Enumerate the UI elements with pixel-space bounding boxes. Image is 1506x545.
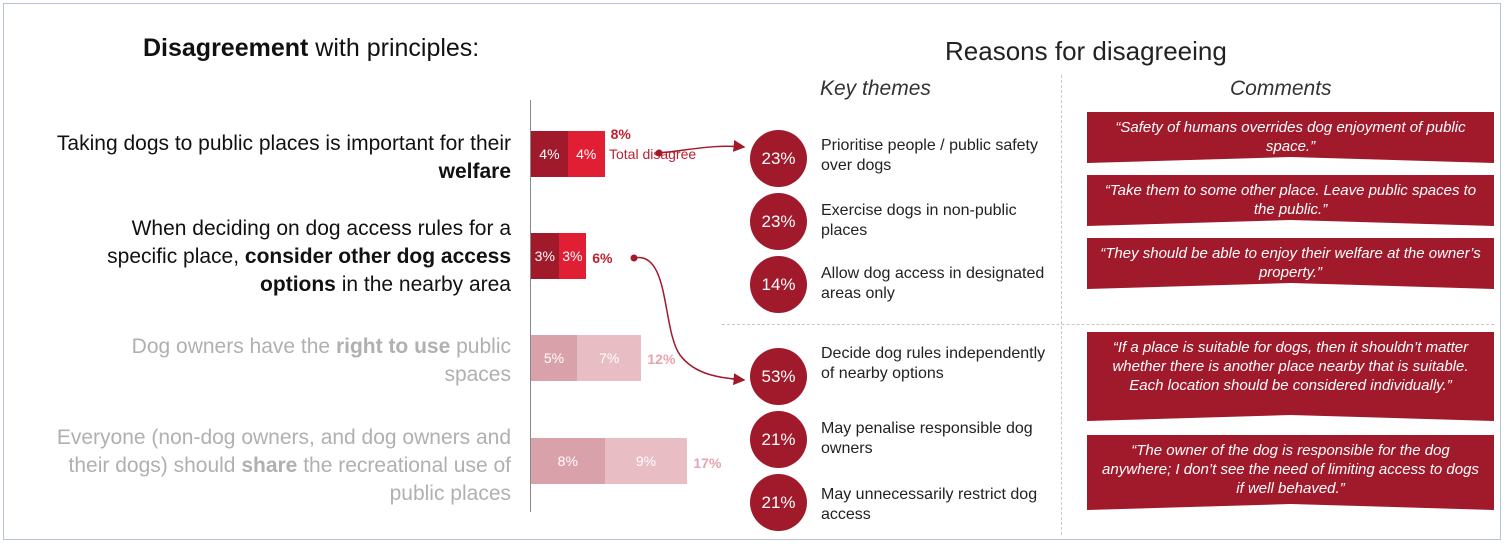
bar-segment: 5% [531, 335, 577, 381]
bar-segment: 8% [531, 438, 605, 484]
theme-pct-circle: 23% [750, 130, 807, 187]
left-title: Disagreement with principles: [143, 34, 480, 62]
statement-welfare: Taking dogs to public places is importan… [56, 132, 511, 183]
theme-text: Decide dog rules independently of nearby… [821, 345, 1046, 382]
bar-total-label: 17% [693, 455, 722, 471]
comment-banner: “They should be able to enjoy their welf… [1087, 238, 1494, 289]
arrow-welfare [658, 139, 746, 154]
statement-right-to-use: Dog owners have the right to use public … [131, 335, 511, 386]
bar-segment: 3% [531, 233, 559, 279]
bar-total-label: 8% [610, 126, 631, 142]
group-divider [722, 324, 1494, 325]
comment-banner: “The owner of the dog is responsible for… [1087, 435, 1494, 510]
column-divider [1061, 75, 1062, 535]
theme-text: Prioritise people / public safety over d… [821, 137, 1038, 174]
bar-segment: 4% [531, 131, 568, 177]
bar-segment: 3% [558, 233, 587, 279]
theme-text: Allow dog access in designated areas onl… [821, 265, 1045, 302]
arrow-consider-options [633, 256, 746, 386]
theme-pct-circle: 23% [750, 193, 807, 250]
comment-banner: “Take them to some other place. Leave pu… [1087, 175, 1494, 226]
statement-share: Everyone (non-dog owners, and dog owners… [56, 426, 511, 505]
slide-frame [3, 3, 1501, 540]
theme-text: May unnecessarily restrict dog access [821, 486, 1038, 523]
comments-label: Comments [1230, 77, 1332, 100]
theme-text: Exercise dogs in non-public places [821, 202, 1017, 239]
total-disagree-note: Total disagree [609, 146, 697, 162]
bar-segment: 9% [604, 438, 688, 484]
theme-pct-circle: 21% [750, 474, 807, 531]
bar-segment: 4% [567, 131, 605, 177]
theme-text: May penalise responsible dog owners [821, 420, 1033, 457]
comment-banner: “If a place is suitable for dogs, then i… [1087, 332, 1494, 421]
bar-total-label: 12% [647, 351, 676, 367]
statement-consider-options: When deciding on dog access rules for a … [107, 217, 511, 296]
right-title: Reasons for disagreeing [945, 36, 1227, 66]
theme-pct-circle: 53% [750, 348, 807, 405]
bar-axis [530, 100, 531, 512]
theme-pct-circle: 14% [750, 256, 807, 313]
key-themes-label: Key themes [820, 77, 931, 100]
theme-pct-circle: 21% [750, 411, 807, 468]
comment-banner: “Safety of humans overrides dog enjoymen… [1087, 112, 1494, 163]
bar-segment: 7% [577, 335, 642, 381]
bar-total-label: 6% [592, 250, 613, 266]
